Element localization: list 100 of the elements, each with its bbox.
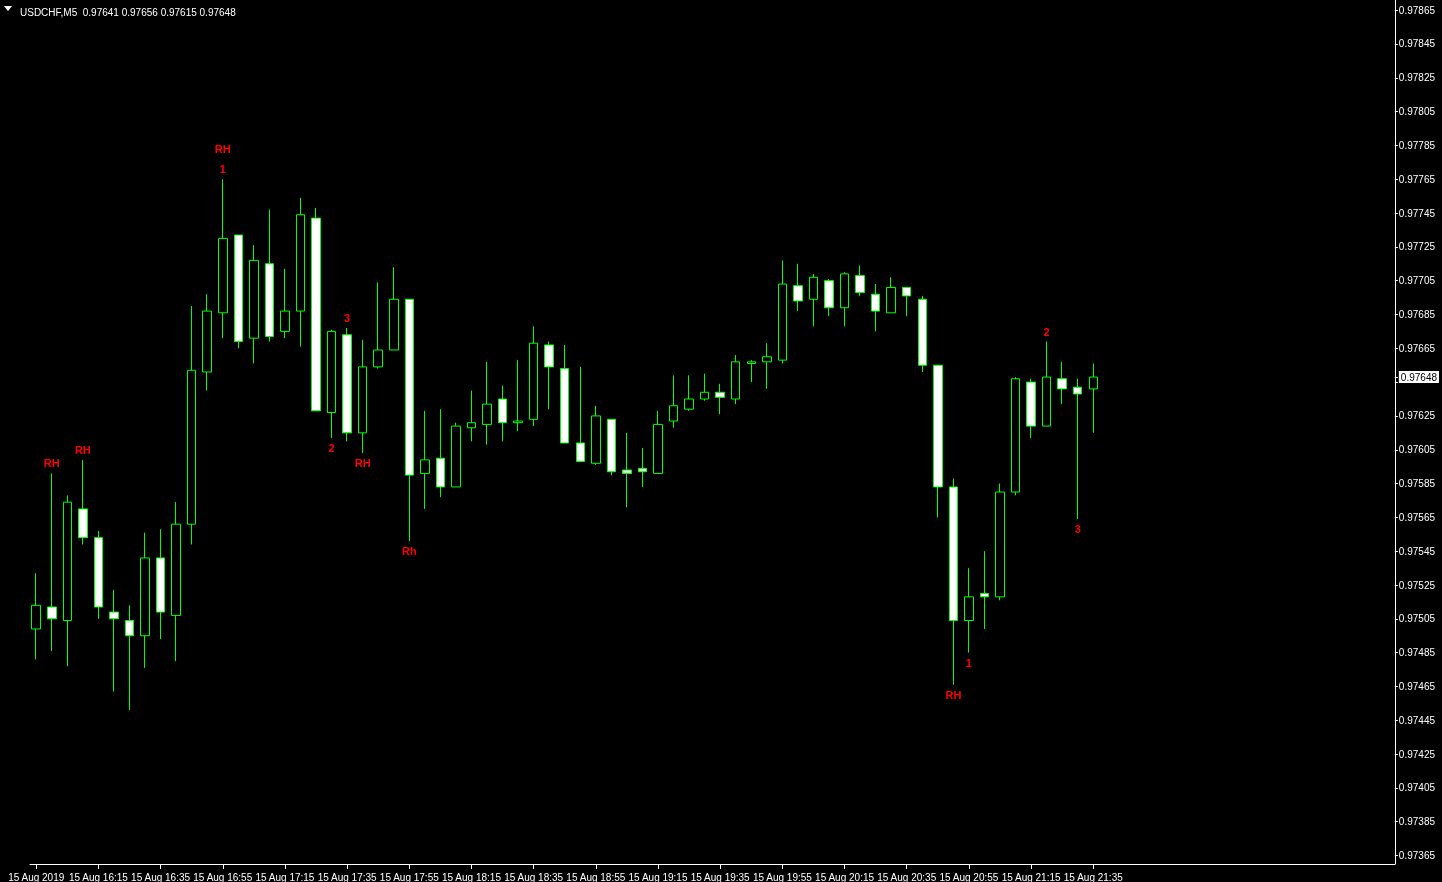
candlestick [342,327,352,442]
candlestick [1011,376,1020,496]
x-tick-label: 15 Aug 18:15 [442,871,502,882]
annotation: RH [354,457,371,470]
candlestick [809,273,818,327]
y-tick-label: 0.97685 [1398,308,1436,320]
candlestick [871,283,880,332]
x-tick-label: 15 Aug 20:35 [877,871,937,882]
candlestick [1057,361,1067,405]
candlestick [778,259,787,365]
candlestick [451,422,461,488]
candlestick [638,447,647,488]
x-tick-label: 15 Aug 17:15 [255,871,315,882]
x-tick-label: 15 Aug 19:15 [628,871,688,882]
candlestick [1089,363,1098,434]
x-tick-label: 15 Aug 17:35 [317,871,378,882]
candlestick [482,361,492,446]
candlestick [249,244,259,365]
x-tick-label: 15 Aug 20:15 [815,871,875,882]
y-tick-label: 0.97485 [1398,647,1436,659]
x-tick-label: 15 Aug 2019 [8,871,65,882]
y-tick-label: 0.97445 [1398,714,1436,726]
candlestick [311,207,321,412]
annotation: 2 [1043,325,1050,338]
candlestick [94,530,103,620]
y-tick-label: 0.97705 [1398,275,1436,287]
y-tick-label: 0.97405 [1398,782,1436,794]
candlestick [156,528,165,640]
annotation: RH [945,688,962,701]
y-tick-label: 0.97465 [1398,680,1436,692]
candlestick [373,281,383,370]
x-tick-label: 15 Aug 16:35 [131,871,191,882]
x-tick-label: 15 Aug 19:55 [752,871,813,882]
candlestick [63,494,72,667]
x-tick-label: 15 Aug 16:55 [193,871,253,882]
annotation: 3 [1074,523,1081,536]
x-tick-label: 15 Aug 21:35 [1063,871,1124,882]
y-tick-label: 0.97425 [1398,748,1436,760]
candlestick [715,383,725,415]
candlestick [265,209,274,343]
y-tick-label: 0.97585 [1398,478,1436,490]
candlestick [202,293,212,392]
y-tick-label: 0.97565 [1398,511,1436,523]
candlestick [405,298,414,542]
candlestick [467,390,476,442]
y-tick-label: 0.97725 [1398,241,1436,253]
candlestick [544,341,554,410]
y-tick-label: 0.97745 [1398,207,1436,219]
candlestick [824,278,834,317]
candlestick [902,286,911,317]
annotation: 3 [344,312,351,325]
y-tick-label: 0.97845 [1398,38,1436,50]
x-tick-label: 15 Aug 19:35 [690,871,751,882]
candlestick [109,589,119,693]
candlestick [529,325,538,427]
candlestick [855,264,865,297]
candlestick [669,374,678,429]
x-tick-label: 15 Aug 18:55 [566,871,626,882]
candlestick [140,532,150,669]
x-tick-label: 15 Aug 20:55 [939,871,999,882]
candlestick [187,305,196,545]
annotation: 1 [965,656,972,669]
annotation: RH [43,457,60,470]
x-tick-label: 15 Aug 18:35 [504,871,564,882]
candlestick [560,344,569,444]
y-tick-label: 0.97605 [1398,444,1436,456]
annotation: RH [74,443,91,456]
candlestick [31,572,41,660]
candlestick [436,408,445,498]
x-tick-label: 15 Aug 17:55 [379,871,440,882]
annotation: 2 [328,441,335,454]
y-tick-label: 0.97545 [1398,545,1436,557]
candlestick [653,410,663,474]
y-tick-label: 0.97825 [1398,72,1436,84]
y-tick-label: 0.97865 [1398,4,1436,16]
candlestick [171,501,181,662]
candlestick [747,359,756,383]
annotation: RH [214,143,231,156]
candlestick [591,405,601,466]
y-tick-label: 0.97385 [1398,816,1436,828]
y-tick-label: 0.97365 [1398,850,1436,862]
candlestick [762,342,772,390]
annotation: 1 [219,163,226,176]
y-tick-label: 0.97765 [1398,173,1436,185]
y-tick-label: 0.97785 [1398,139,1436,151]
candlestick [296,197,305,348]
text: USDCHF,M5 0.97641 0.97656 0.97615 0.97648 [20,6,237,18]
y-tick-label: 0.97625 [1398,410,1436,422]
candlestick [218,178,228,339]
y-tick-label: 0.97805 [1398,106,1436,118]
candlestick [700,373,709,402]
y-tick-label: 0.97665 [1398,342,1436,354]
annotation: Rh [401,545,417,558]
candlestick [498,385,507,442]
y-tick-label: 0.97525 [1398,579,1436,591]
candlestick [622,432,632,508]
x-tick-label: 15 Aug 16:15 [68,871,129,882]
candlestick [1026,378,1036,439]
candlestick [980,550,989,630]
candlestick [995,483,1005,601]
